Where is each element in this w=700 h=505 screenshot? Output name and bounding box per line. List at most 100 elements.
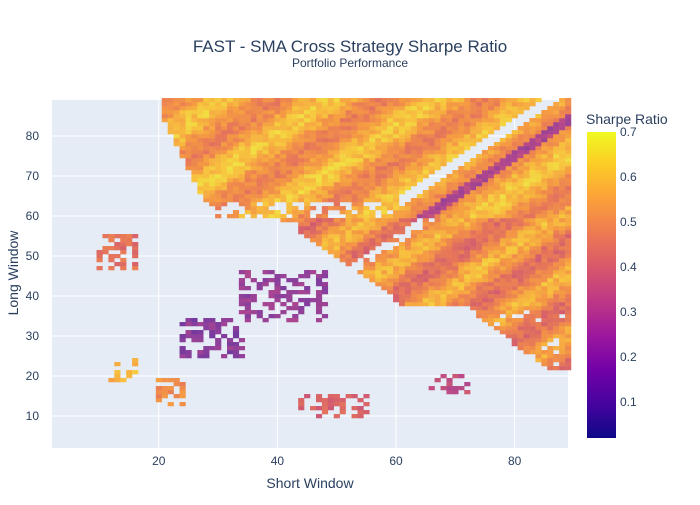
heatmap-cell xyxy=(428,258,435,263)
heatmap-cell xyxy=(292,290,299,295)
heatmap-cell xyxy=(209,98,216,103)
heatmap-cell xyxy=(215,106,222,111)
heatmap-cell xyxy=(464,242,471,247)
heatmap-cell xyxy=(523,174,530,179)
heatmap-cell xyxy=(559,210,566,215)
heatmap-cell xyxy=(487,166,495,171)
heatmap-cell xyxy=(345,254,352,259)
heatmap-cell xyxy=(499,102,506,107)
heatmap-cell xyxy=(547,254,554,259)
heatmap-cell xyxy=(511,214,518,219)
heatmap-cell xyxy=(434,290,441,295)
heatmap-cell xyxy=(541,218,548,223)
heatmap-cell xyxy=(535,234,542,239)
heatmap-cell xyxy=(452,178,459,183)
heatmap-cell xyxy=(565,150,572,155)
heatmap-cell xyxy=(541,358,548,363)
heatmap-cell xyxy=(357,158,364,163)
heatmap-cell xyxy=(487,158,495,163)
heatmap-cell xyxy=(493,254,501,259)
heatmap-cell xyxy=(256,150,263,155)
heatmap-cell xyxy=(452,110,459,115)
heatmap-cell xyxy=(517,326,524,331)
heatmap-cell xyxy=(434,226,441,231)
heatmap-cell xyxy=(559,254,566,259)
heatmap-cell xyxy=(126,374,133,379)
heatmap-cell xyxy=(535,310,542,315)
heatmap-cell xyxy=(416,254,423,259)
heatmap-cell xyxy=(161,386,168,391)
heatmap-cell xyxy=(553,106,560,111)
heatmap-cell xyxy=(565,366,572,371)
heatmap-cell xyxy=(399,162,406,167)
heatmap-cell xyxy=(173,98,180,103)
heatmap-cell xyxy=(232,170,240,175)
heatmap-cell xyxy=(529,118,536,123)
heatmap-cell xyxy=(381,138,388,143)
heatmap-cell xyxy=(565,238,572,243)
heatmap-cell xyxy=(387,226,394,231)
heatmap-cell xyxy=(541,330,548,335)
heatmap-cell xyxy=(298,162,305,167)
heatmap-cell xyxy=(440,386,447,391)
heatmap-cell xyxy=(274,106,281,111)
heatmap-cell xyxy=(541,274,548,279)
heatmap-cell xyxy=(209,162,216,167)
heatmap-cell xyxy=(393,286,400,291)
heatmap-cell xyxy=(333,138,340,143)
heatmap-cell xyxy=(399,158,406,163)
heatmap-cell xyxy=(499,166,506,171)
heatmap-cell xyxy=(446,302,453,307)
heatmap-cell xyxy=(238,194,246,199)
heatmap-cell xyxy=(529,174,536,179)
heatmap-cell xyxy=(327,230,334,235)
heatmap-cell xyxy=(369,162,376,167)
heatmap-cell xyxy=(535,262,542,267)
heatmap-cell xyxy=(464,278,471,283)
heatmap-cell xyxy=(209,182,216,187)
heatmap-cell xyxy=(446,214,453,219)
heatmap-cell xyxy=(191,322,198,327)
heatmap-cell xyxy=(422,158,429,163)
heatmap-cell xyxy=(541,206,548,211)
heatmap-cell xyxy=(321,194,329,199)
heatmap-cell xyxy=(446,270,453,275)
heatmap-cell xyxy=(541,262,548,267)
heatmap-cell xyxy=(487,306,495,311)
heatmap-cell xyxy=(292,306,299,311)
heatmap-cell xyxy=(126,238,133,243)
heatmap-cell xyxy=(553,278,560,283)
heatmap-cell xyxy=(511,130,518,135)
heatmap-cell xyxy=(173,122,180,127)
heatmap-cell xyxy=(310,218,317,223)
heatmap-cell xyxy=(250,158,257,163)
heatmap-cell xyxy=(387,162,394,167)
heatmap-cell xyxy=(315,138,323,143)
heatmap-cell xyxy=(523,342,530,347)
heatmap-cell xyxy=(476,282,483,287)
heatmap-cell xyxy=(529,158,536,163)
heatmap-cell xyxy=(464,178,471,183)
heatmap-cell xyxy=(357,198,364,203)
heatmap-cell xyxy=(529,314,536,319)
heatmap-cell xyxy=(559,238,566,243)
heatmap-cell xyxy=(553,214,560,219)
heatmap-cell xyxy=(547,322,554,327)
heatmap-cell xyxy=(399,210,406,215)
heatmap-cell xyxy=(357,102,364,107)
heatmap-cell xyxy=(369,266,376,271)
heatmap-cell xyxy=(339,134,346,139)
heatmap-cell xyxy=(304,146,311,151)
heatmap-cell xyxy=(203,186,210,191)
heatmap-cell xyxy=(304,138,311,143)
heatmap-cell xyxy=(487,194,495,199)
heatmap-cell xyxy=(345,126,352,131)
heatmap-cell xyxy=(298,214,305,219)
heatmap-cell xyxy=(363,226,370,231)
heatmap-cell xyxy=(535,190,542,195)
heatmap-cell xyxy=(132,262,139,267)
heatmap-cell xyxy=(173,378,180,383)
heatmap-cell xyxy=(399,262,406,267)
heatmap-cell xyxy=(517,182,524,187)
heatmap-cell xyxy=(422,102,429,107)
